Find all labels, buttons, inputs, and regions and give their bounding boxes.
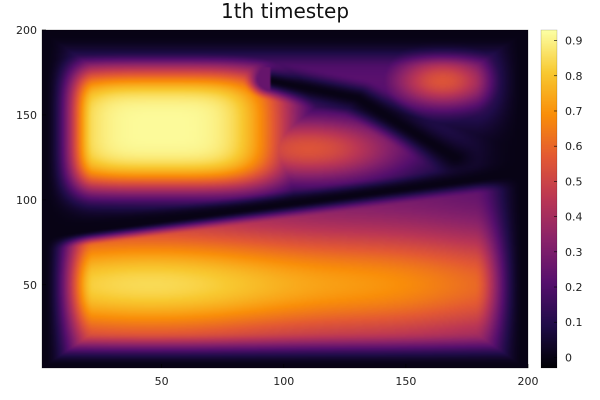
colorbar-tick-label: 0.6 (565, 140, 583, 153)
colorbar-tick-label: 0.4 (565, 211, 583, 224)
y-tick-label: 200 (16, 24, 37, 37)
colorbar-tick-label: 0 (565, 351, 572, 364)
colorbar-tick-label: 0.2 (565, 281, 583, 294)
colorbar (541, 30, 557, 368)
colorbar-tick-label: 0.3 (565, 246, 583, 259)
plot-frame (41, 29, 529, 369)
x-tick-label: 150 (395, 375, 416, 388)
y-tick-label: 100 (16, 194, 37, 207)
x-tick-label: 50 (155, 375, 169, 388)
y-tick-label: 50 (23, 279, 37, 292)
x-tick-label: 200 (518, 375, 539, 388)
colorbar-frame (540, 29, 558, 369)
colorbar-tick-label: 0.1 (565, 316, 583, 329)
colorbar-tick-label: 0.8 (565, 70, 583, 83)
y-axis: 50 100 150 200 (16, 24, 46, 292)
colorbar-axis: 0 0.1 0.2 0.3 0.4 0.5 0.6 0.7 0.8 0.9 (554, 35, 583, 364)
x-tick-label: 100 (273, 375, 294, 388)
x-axis: 50 100 150 200 (155, 364, 539, 388)
colorbar-tick-label: 0.5 (565, 175, 583, 188)
chart-title: 1th timestep (221, 0, 349, 23)
y-tick-label: 150 (16, 109, 37, 122)
colorbar-tick-label: 0.7 (565, 105, 583, 118)
colorbar-tick-label: 0.9 (565, 35, 583, 48)
heatmap-surface (42, 30, 528, 368)
